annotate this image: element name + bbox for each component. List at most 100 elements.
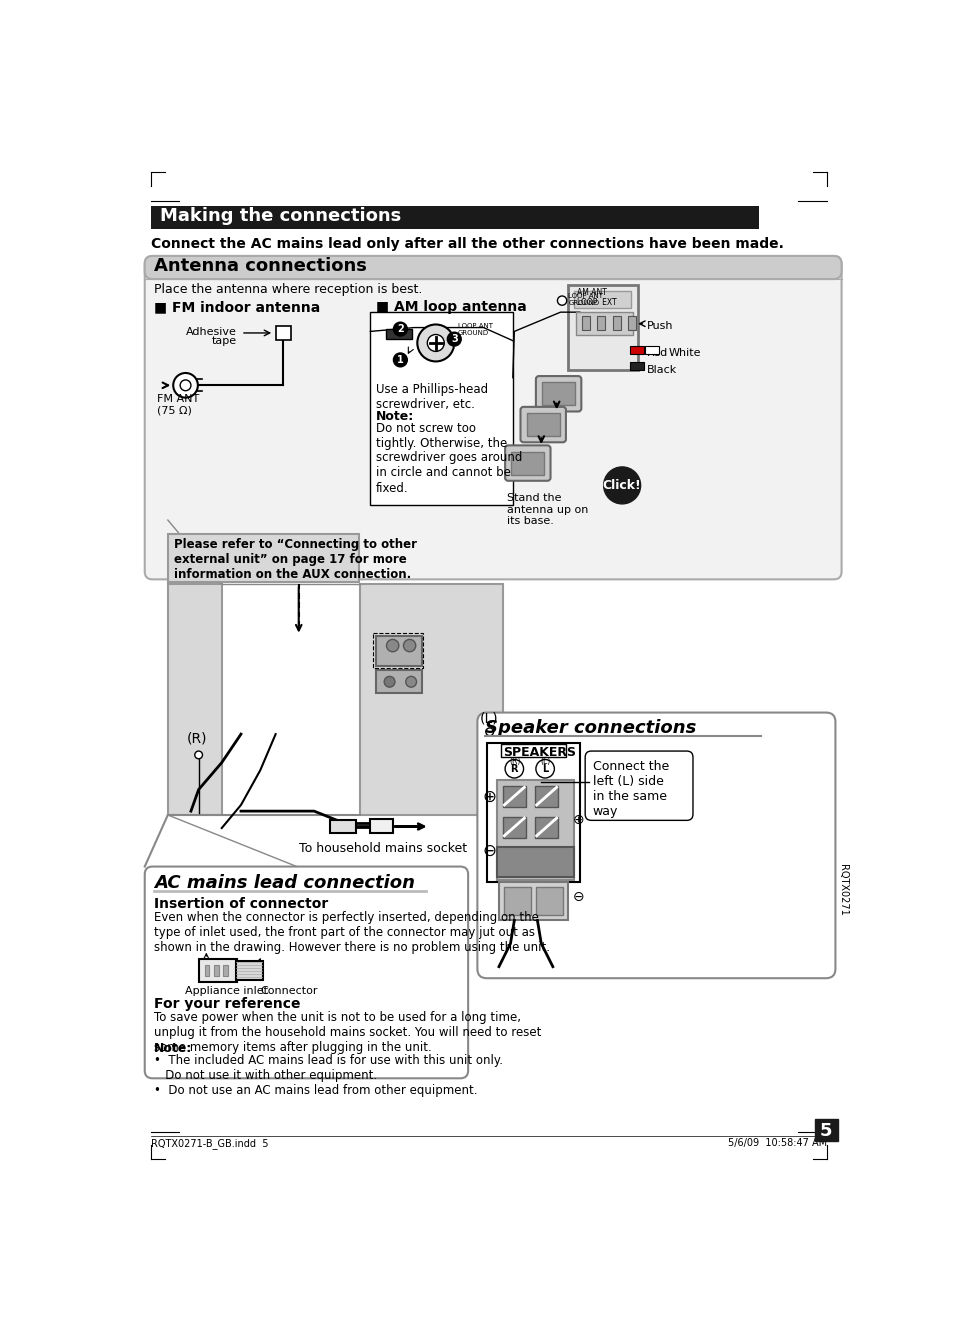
Text: ⊕: ⊕	[481, 788, 496, 807]
Text: (R): (R)	[509, 758, 520, 766]
Bar	[814, 1119, 837, 1140]
Text: (L): (L)	[540, 758, 550, 766]
Circle shape	[504, 759, 523, 778]
Text: Speaker connections: Speaker connections	[484, 718, 696, 737]
Bar	[375, 671, 421, 693]
Bar	[497, 780, 573, 880]
Text: ⊕: ⊕	[572, 813, 583, 828]
Bar	[511, 452, 544, 474]
Text: To save power when the unit is not to be used for a long time,
unplug it from th: To save power when the unit is not to be…	[153, 1011, 540, 1054]
Text: Push: Push	[646, 322, 673, 331]
FancyBboxPatch shape	[145, 256, 841, 580]
Text: Appliance inlet: Appliance inlet	[185, 986, 268, 996]
Text: L: L	[541, 763, 548, 774]
Bar	[502, 817, 525, 838]
FancyBboxPatch shape	[520, 407, 565, 443]
Bar	[498, 882, 568, 920]
Bar	[629, 362, 643, 370]
Text: Connector: Connector	[260, 986, 317, 996]
Bar	[213, 965, 218, 975]
Bar	[536, 887, 562, 915]
Text: tape: tape	[212, 336, 237, 347]
Bar	[581, 316, 589, 330]
FancyBboxPatch shape	[145, 866, 468, 1078]
Text: Connect the AC mains lead only after all the other connections have been made.: Connect the AC mains lead only after all…	[151, 237, 783, 252]
Circle shape	[384, 676, 395, 687]
Text: (L): (L)	[479, 710, 497, 725]
Text: ■ AM loop antenna: ■ AM loop antenna	[375, 299, 526, 314]
Text: AM ANT
LOOP  EXT: AM ANT LOOP EXT	[577, 287, 617, 307]
Text: Black: Black	[646, 365, 677, 374]
Bar	[644, 347, 659, 353]
Bar	[535, 817, 558, 838]
Bar	[568, 285, 637, 370]
Text: RQTX0271: RQTX0271	[838, 863, 847, 916]
Text: Antenna connections: Antenna connections	[153, 257, 367, 275]
Text: LOOP ANT
GROUND: LOOP ANT GROUND	[568, 293, 602, 306]
Bar	[375, 635, 421, 667]
Bar	[235, 961, 262, 979]
Bar	[576, 312, 632, 335]
Bar	[500, 745, 565, 758]
Text: (R): (R)	[187, 731, 208, 746]
Bar	[502, 786, 525, 807]
Circle shape	[173, 373, 197, 398]
Text: Click!: Click!	[602, 478, 640, 492]
Bar	[168, 584, 221, 815]
Circle shape	[603, 467, 640, 503]
Text: RQTX0271-B_GB.indd  5: RQTX0271-B_GB.indd 5	[151, 1139, 268, 1149]
Text: ⊖: ⊖	[572, 891, 583, 904]
Text: 3: 3	[451, 333, 457, 344]
Text: Note:: Note:	[153, 1043, 192, 1056]
Bar	[360, 584, 502, 815]
Text: AC mains lead connection: AC mains lead connection	[153, 874, 415, 892]
Text: Connect the
left (L) side
in the same
way: Connect the left (L) side in the same wa…	[592, 760, 668, 818]
Text: Adhesive: Adhesive	[186, 327, 237, 337]
Bar	[574, 291, 631, 308]
FancyBboxPatch shape	[476, 713, 835, 978]
Circle shape	[416, 324, 454, 361]
Text: For your reference: For your reference	[153, 998, 300, 1011]
Text: White: White	[668, 348, 700, 358]
FancyBboxPatch shape	[536, 376, 580, 411]
Bar	[205, 965, 210, 975]
Bar	[275, 326, 291, 340]
Bar	[628, 316, 636, 330]
Text: ⊖: ⊖	[481, 842, 496, 861]
Text: Place the antenna where reception is best.: Place the antenna where reception is bes…	[153, 283, 422, 297]
Circle shape	[403, 639, 416, 651]
Text: SPEAKERS: SPEAKERS	[502, 746, 576, 759]
Circle shape	[485, 728, 493, 735]
Bar	[223, 965, 228, 975]
Bar	[370, 312, 513, 505]
Bar	[504, 887, 531, 915]
Text: FM ANT
(75 Ω): FM ANT (75 Ω)	[157, 394, 199, 415]
Text: Do not screw too
tightly. Otherwise, the
screwdriver goes around
in circle and c: Do not screw too tightly. Otherwise, the…	[375, 422, 521, 494]
Bar	[612, 316, 620, 330]
Text: 1: 1	[396, 355, 403, 365]
Bar	[541, 382, 575, 406]
Text: •  The included AC mains lead is for use with this unit only.
   Do not use it w: • The included AC mains lead is for use …	[153, 1053, 502, 1097]
Bar	[168, 534, 358, 581]
Text: Even when the connector is perfectly inserted, depending on the
type of inlet us: Even when the connector is perfectly ins…	[153, 911, 549, 954]
Bar	[526, 413, 559, 436]
Text: Making the connections: Making the connections	[160, 207, 401, 225]
Bar	[487, 743, 579, 882]
Bar	[497, 847, 573, 876]
Text: To household mains socket: To household mains socket	[298, 842, 466, 855]
FancyBboxPatch shape	[504, 445, 550, 481]
Bar	[151, 206, 759, 229]
Text: LOOP ANT
GROUND: LOOP ANT GROUND	[457, 323, 493, 336]
Bar	[198, 960, 237, 982]
Text: Stand the
antenna up on
its base.: Stand the antenna up on its base.	[506, 493, 587, 526]
Bar	[370, 818, 393, 833]
FancyBboxPatch shape	[584, 751, 692, 820]
Circle shape	[386, 639, 398, 651]
Circle shape	[536, 759, 554, 778]
Bar	[597, 316, 604, 330]
Bar	[329, 820, 356, 833]
Circle shape	[427, 335, 444, 352]
Circle shape	[393, 353, 407, 366]
Text: Use a Phillips-head
screwdriver, etc.: Use a Phillips-head screwdriver, etc.	[375, 384, 487, 411]
Text: ■ FM indoor antenna: ■ FM indoor antenna	[153, 299, 320, 314]
